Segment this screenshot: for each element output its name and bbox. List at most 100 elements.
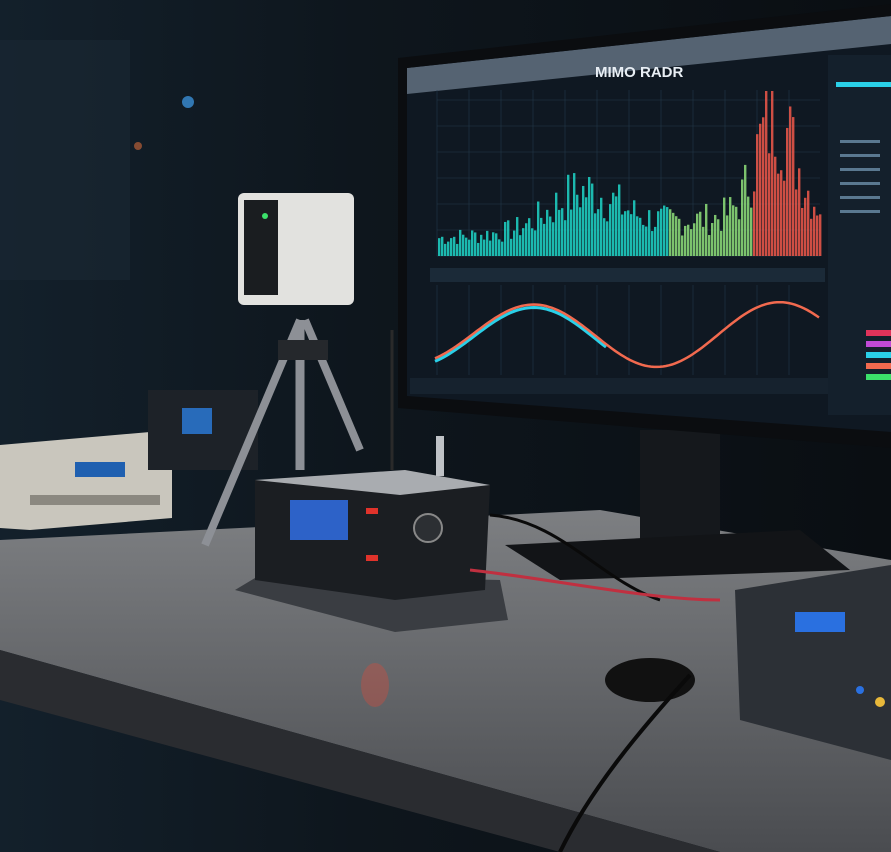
spectrum-bar [792, 117, 795, 257]
spectrum-bar [714, 214, 717, 256]
spectrum-bar [447, 241, 450, 256]
spectrum-bar [699, 211, 702, 256]
side-indicator [866, 330, 891, 336]
spectrum-bar [507, 220, 510, 256]
side-indicator [866, 374, 891, 380]
screen-title-bar [407, 16, 891, 94]
spectrum-bar [552, 222, 555, 256]
side-text-line [840, 168, 880, 171]
wave-primary [434, 300, 820, 369]
spectrum-bar [441, 236, 444, 256]
spectrum-bar [636, 216, 639, 256]
wave-grid [436, 285, 790, 375]
spectrum-bar [570, 209, 573, 256]
spectrum-bar [753, 191, 756, 256]
side-indicator [866, 341, 891, 347]
spectrum-bar [780, 170, 783, 256]
spectrum-bar [531, 228, 534, 256]
spectrum-bar [738, 219, 741, 256]
spectrum-bar [708, 235, 711, 256]
spectrum-bar [606, 221, 609, 256]
spectrum-bar [720, 230, 723, 256]
spectrum-bar [561, 208, 564, 256]
spectrum-bar [711, 223, 714, 256]
spectrum-bars [438, 91, 822, 257]
spectrum-bar [618, 184, 621, 256]
spectrum-bar [663, 205, 666, 256]
spectrum-bar [453, 236, 456, 256]
spectrum-bar [537, 201, 540, 256]
spectrum-bar [687, 224, 690, 256]
sdr-display [290, 500, 348, 540]
sdr-board-icon [235, 330, 721, 632]
background-shelf [0, 40, 130, 280]
spectrum-bar [558, 209, 561, 256]
monitor-base [505, 530, 850, 580]
spectrum-bar [768, 153, 771, 256]
spectrum-bar [675, 216, 678, 256]
spectrum-bar [672, 212, 675, 256]
red-reflection [361, 663, 389, 707]
mouse-icon [605, 658, 695, 702]
spectrum-bar [735, 206, 738, 256]
spectrum-bar [474, 232, 477, 256]
side-text-line [840, 154, 880, 157]
spectrum-bar [522, 228, 525, 256]
spectrum-bar [702, 226, 705, 256]
radar-sensor-icon [238, 193, 354, 305]
spectrum-bar [798, 168, 801, 256]
spectrum-bar [696, 213, 699, 256]
spectrum-bar [630, 214, 633, 256]
background-light [134, 142, 142, 150]
bench-instrument-right [735, 565, 891, 760]
spectrum-bar [528, 218, 531, 256]
spectrum-bar [645, 226, 648, 256]
spectrum-bar [471, 230, 474, 256]
desk-surface [0, 510, 891, 852]
spectrum-bar [585, 197, 588, 256]
spectrum-bar [459, 229, 462, 256]
spectrum-bar [504, 221, 507, 256]
spectrum-bar [684, 225, 687, 256]
spectrum-bar [525, 223, 528, 256]
instrument-display [795, 612, 845, 632]
bench-instrument-icon [0, 432, 172, 530]
spectrum-bar [588, 177, 591, 256]
spectrum-bar [600, 197, 603, 256]
spectrum-bar [774, 156, 777, 256]
spectrum-bar [705, 203, 708, 256]
background-light [182, 96, 194, 108]
spectrum-bar [744, 164, 747, 256]
spectrum-bar [597, 209, 600, 256]
spectrum-bar [732, 205, 735, 256]
spectrum-bar [681, 235, 684, 256]
spectrum-bar [810, 218, 813, 256]
spectrum-bar [483, 239, 486, 256]
spectrum-bar [480, 234, 483, 256]
side-panel-indicators [840, 140, 891, 380]
spectrum-bar [654, 226, 657, 256]
spectrum-bar [789, 106, 792, 256]
spectrum-bar [456, 243, 459, 256]
spectrum-bar [540, 217, 543, 256]
spectrum-bar [642, 224, 645, 256]
spectrum-bar [546, 209, 549, 256]
spectrum-bar [747, 196, 750, 256]
spectrum-bar [660, 208, 663, 256]
monitor-icon: MIMO RADR [398, 4, 891, 448]
spectrum-bar [462, 234, 465, 256]
spectrum-bar [486, 230, 489, 256]
spectrum-bar [513, 230, 516, 256]
spectrum-bar [501, 241, 504, 256]
spectrum-bar [576, 194, 579, 256]
spectrum-bar [717, 219, 720, 256]
spectrum-bar [759, 123, 762, 257]
side-text-line [840, 210, 880, 213]
spectrum-bar [666, 207, 669, 256]
spectrum-bar [726, 215, 729, 256]
side-text-line [840, 182, 880, 185]
spectrum-bar [465, 237, 468, 256]
spectrum-bar [627, 210, 630, 256]
side-panel [828, 55, 891, 415]
spectrum-bar [519, 235, 522, 256]
